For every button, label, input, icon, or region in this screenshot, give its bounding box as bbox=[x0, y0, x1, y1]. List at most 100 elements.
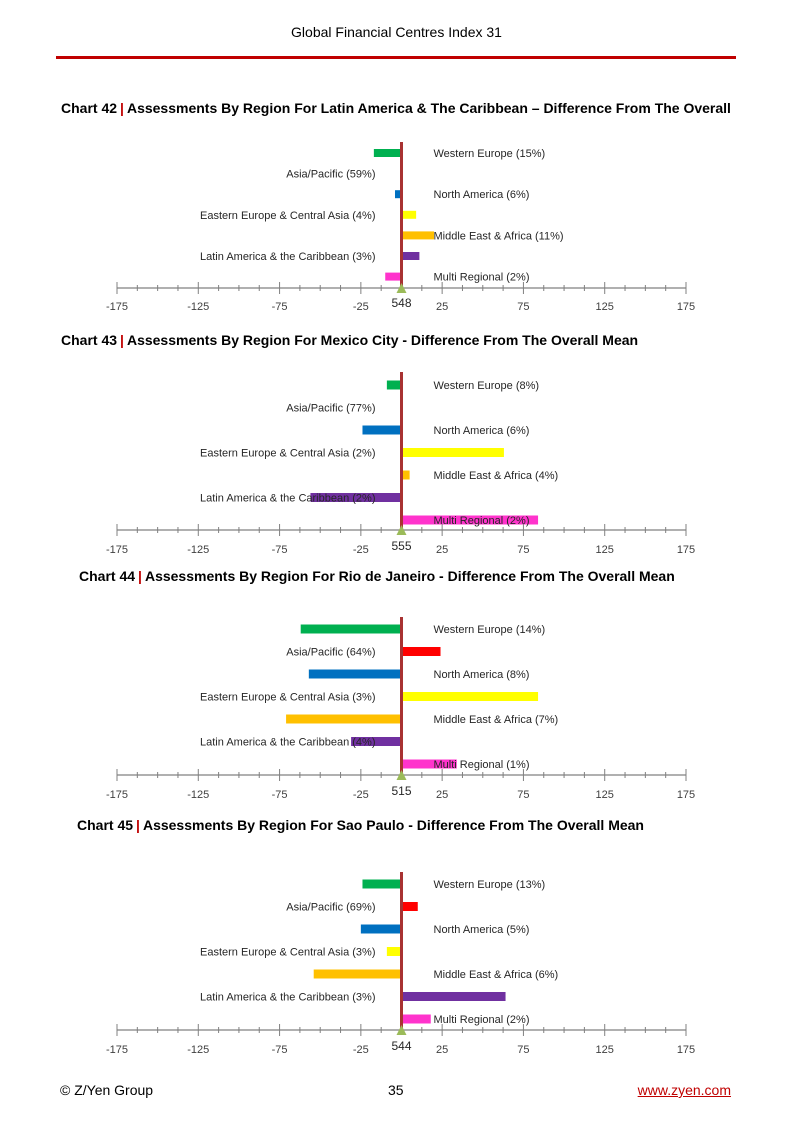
tick-label: 25 bbox=[436, 544, 448, 556]
mean-value-label: 515 bbox=[391, 784, 411, 798]
tick-label: 75 bbox=[517, 789, 529, 801]
chart-title: Assessments By Region For Mexico City - … bbox=[126, 332, 639, 348]
chart-44-svg: Western Europe (14%) Asia/Pacific (64%) No… bbox=[106, 617, 695, 801]
bar-4 bbox=[401, 692, 539, 701]
chart-heading-separator: | bbox=[136, 817, 140, 833]
bar-7 bbox=[385, 272, 402, 281]
tick-label: -25 bbox=[353, 1044, 369, 1056]
tick-label: -75 bbox=[272, 789, 288, 801]
category-label: Multi Regional (2%) bbox=[434, 272, 530, 284]
chart-heading-separator: | bbox=[120, 332, 124, 348]
bar-1 bbox=[386, 380, 402, 390]
chart-45-svg: Western Europe (13%) Asia/Pacific (69%) No… bbox=[106, 872, 695, 1056]
tick-label: 75 bbox=[517, 1044, 529, 1056]
mean-marker-triangle bbox=[396, 525, 407, 535]
category-label: North America (6%) bbox=[434, 189, 530, 201]
mean-marker-triangle bbox=[396, 1025, 407, 1035]
tick-label: -25 bbox=[353, 789, 369, 801]
tick-label: -175 bbox=[106, 301, 128, 313]
tick-label: -75 bbox=[272, 301, 288, 313]
tick-label: -125 bbox=[187, 1044, 209, 1056]
bar-1 bbox=[373, 149, 402, 157]
category-label: Middle East & Africa (11%) bbox=[434, 230, 564, 242]
chart-heading-separator: | bbox=[120, 100, 124, 116]
tick-label: -175 bbox=[106, 544, 128, 556]
category-label: Eastern Europe & Central Asia (2%) bbox=[200, 448, 375, 460]
bar-5 bbox=[401, 231, 435, 240]
tick-label: 175 bbox=[677, 789, 695, 801]
header-rule bbox=[56, 56, 736, 59]
tick-label: -125 bbox=[187, 789, 209, 801]
chart-number: Chart 43 bbox=[61, 332, 118, 348]
category-label: Asia/Pacific (59%) bbox=[286, 169, 375, 181]
bar-3 bbox=[362, 425, 402, 435]
category-label: Latin America & the Caribbean (3%) bbox=[200, 992, 375, 1004]
category-label: Eastern Europe & Central Asia (3%) bbox=[200, 692, 375, 704]
bar-6 bbox=[401, 252, 420, 260]
chart-number: Chart 42 bbox=[61, 100, 118, 116]
tick-label: 25 bbox=[436, 789, 448, 801]
tick-label: 125 bbox=[596, 301, 614, 313]
tick-label: -75 bbox=[272, 1044, 288, 1056]
tick-label: 75 bbox=[517, 544, 529, 556]
tick-label: 175 bbox=[677, 544, 695, 556]
category-label: North America (8%) bbox=[434, 669, 530, 681]
bar-4 bbox=[386, 947, 402, 956]
category-label: Multi Regional (1%) bbox=[434, 759, 530, 771]
category-label: North America (6%) bbox=[434, 425, 530, 437]
bar-3 bbox=[394, 190, 402, 199]
tick-label: -175 bbox=[106, 1044, 128, 1056]
bar-3 bbox=[360, 924, 402, 934]
category-label: Multi Regional (2%) bbox=[434, 1014, 530, 1026]
chart-45-heading: Chart 45 | Assessments By Region For Sao P… bbox=[77, 817, 644, 833]
tick-label: 25 bbox=[436, 301, 448, 313]
tick-label: 175 bbox=[677, 1044, 695, 1056]
tick-label: 125 bbox=[596, 789, 614, 801]
tick-label: 175 bbox=[677, 301, 695, 313]
category-label: Eastern Europe & Central Asia (3%) bbox=[200, 947, 375, 959]
bar-6 bbox=[351, 737, 402, 746]
bar-5 bbox=[313, 969, 402, 979]
bar-2 bbox=[401, 902, 418, 911]
tick-label: -75 bbox=[272, 544, 288, 556]
category-label: Middle East & Africa (6%) bbox=[434, 969, 559, 981]
mean-marker-triangle bbox=[396, 283, 407, 293]
category-label: North America (5%) bbox=[434, 924, 530, 936]
bar-4 bbox=[401, 210, 417, 219]
category-label: Eastern Europe & Central Asia (4%) bbox=[200, 210, 375, 222]
tick-label: -25 bbox=[353, 301, 369, 313]
category-label: Western Europe (8%) bbox=[434, 380, 540, 392]
bar-4 bbox=[401, 448, 504, 457]
footer-website-link[interactable]: www.zyen.com bbox=[637, 1082, 731, 1098]
bar-2 bbox=[401, 647, 441, 656]
category-label: Multi Regional (2%) bbox=[434, 515, 530, 527]
tick-label: 125 bbox=[596, 1044, 614, 1056]
category-label: Middle East & Africa (4%) bbox=[434, 470, 559, 482]
tick-label: -125 bbox=[187, 544, 209, 556]
chart-number: Chart 45 bbox=[77, 817, 134, 833]
chart-heading-separator: | bbox=[138, 568, 142, 584]
category-label: Western Europe (13%) bbox=[434, 879, 546, 891]
bar-1 bbox=[300, 624, 402, 634]
footer-page-number: 35 bbox=[388, 1082, 404, 1098]
chart-title: Assessments By Region For Latin America … bbox=[126, 100, 731, 116]
tick-label: -175 bbox=[106, 789, 128, 801]
footer-copyright: © Z/Yen Group bbox=[60, 1082, 154, 1098]
chart-title: Assessments By Region For Sao Paulo - Di… bbox=[142, 817, 644, 833]
bar-1 bbox=[362, 879, 402, 889]
tick-label: -25 bbox=[353, 544, 369, 556]
category-label: Western Europe (14%) bbox=[434, 624, 546, 636]
mean-value-label: 548 bbox=[391, 296, 411, 310]
category-label: Latin America & the Caribbean (3%) bbox=[200, 251, 375, 263]
bar-7 bbox=[401, 759, 457, 769]
tick-label: -125 bbox=[187, 301, 209, 313]
mean-marker-triangle bbox=[396, 770, 407, 780]
bar-6 bbox=[401, 992, 506, 1001]
category-label: Middle East & Africa (7%) bbox=[434, 714, 559, 726]
chart-42-svg: Western Europe (15%) Asia/Pacific (59%) No… bbox=[106, 142, 695, 313]
mean-value-label: 544 bbox=[391, 1039, 411, 1053]
category-label: Asia/Pacific (64%) bbox=[286, 647, 375, 659]
chart-43-svg: Western Europe (8%) Asia/Pacific (77%) Nor… bbox=[106, 372, 695, 556]
chart-number: Chart 44 bbox=[79, 568, 136, 584]
bar-3 bbox=[308, 669, 402, 679]
